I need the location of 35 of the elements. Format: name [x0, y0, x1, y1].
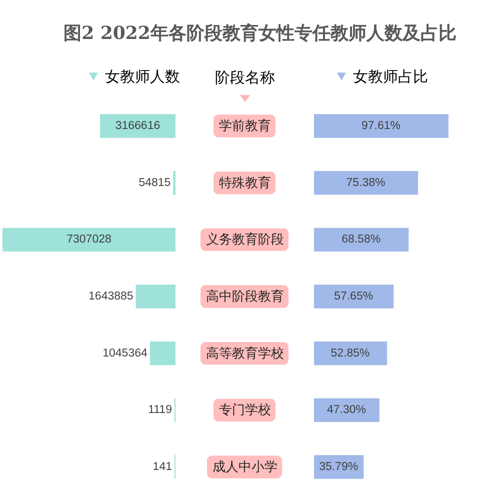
- y-tick-label: 成人中小学: [212, 458, 278, 474]
- bar: [100, 114, 176, 138]
- bar: [150, 341, 176, 366]
- bar: [314, 228, 409, 252]
- y-tick-label: 专门学校: [219, 402, 271, 418]
- data-label: 68.58%: [342, 234, 381, 246]
- bar: [136, 284, 176, 308]
- data-label: 97.61%: [361, 120, 401, 132]
- data-label: 75.38%: [346, 176, 386, 189]
- data-label: 57.65%: [334, 290, 374, 302]
- data-label: 35.79%: [319, 460, 358, 473]
- bar: [314, 398, 380, 422]
- data-label: 54815: [138, 176, 171, 189]
- bar: [2, 228, 176, 252]
- y-tick-label: 特殊教育: [219, 174, 271, 190]
- y-axis-title: 阶段名称: [215, 70, 275, 86]
- y-tick-label: 高等教育学校: [206, 345, 284, 360]
- y-tick-label: 高中阶段教育: [206, 288, 284, 304]
- y-tick-label: 义务教育阶段: [206, 232, 284, 247]
- data-label: 52.85%: [330, 347, 370, 360]
- data-label: 1643885: [88, 290, 134, 302]
- bar: [314, 171, 418, 195]
- data-label: 1119: [148, 404, 172, 416]
- text: 图2 2022年各阶段教育女性专任教师人数及占比: [64, 22, 456, 44]
- y-tick-label: 学前教育: [219, 118, 271, 134]
- bar: [314, 114, 448, 138]
- data-label: 3166616: [115, 120, 160, 132]
- bar: [314, 341, 388, 366]
- data-label: 7307028: [66, 234, 112, 246]
- legend-label: 女教师占比: [353, 68, 428, 86]
- bar: [314, 284, 394, 308]
- data-label: 1045364: [102, 347, 148, 360]
- data-label: 47.30%: [326, 404, 366, 416]
- data-label: 141: [152, 460, 172, 473]
- legend-label: 女教师人数: [105, 68, 180, 86]
